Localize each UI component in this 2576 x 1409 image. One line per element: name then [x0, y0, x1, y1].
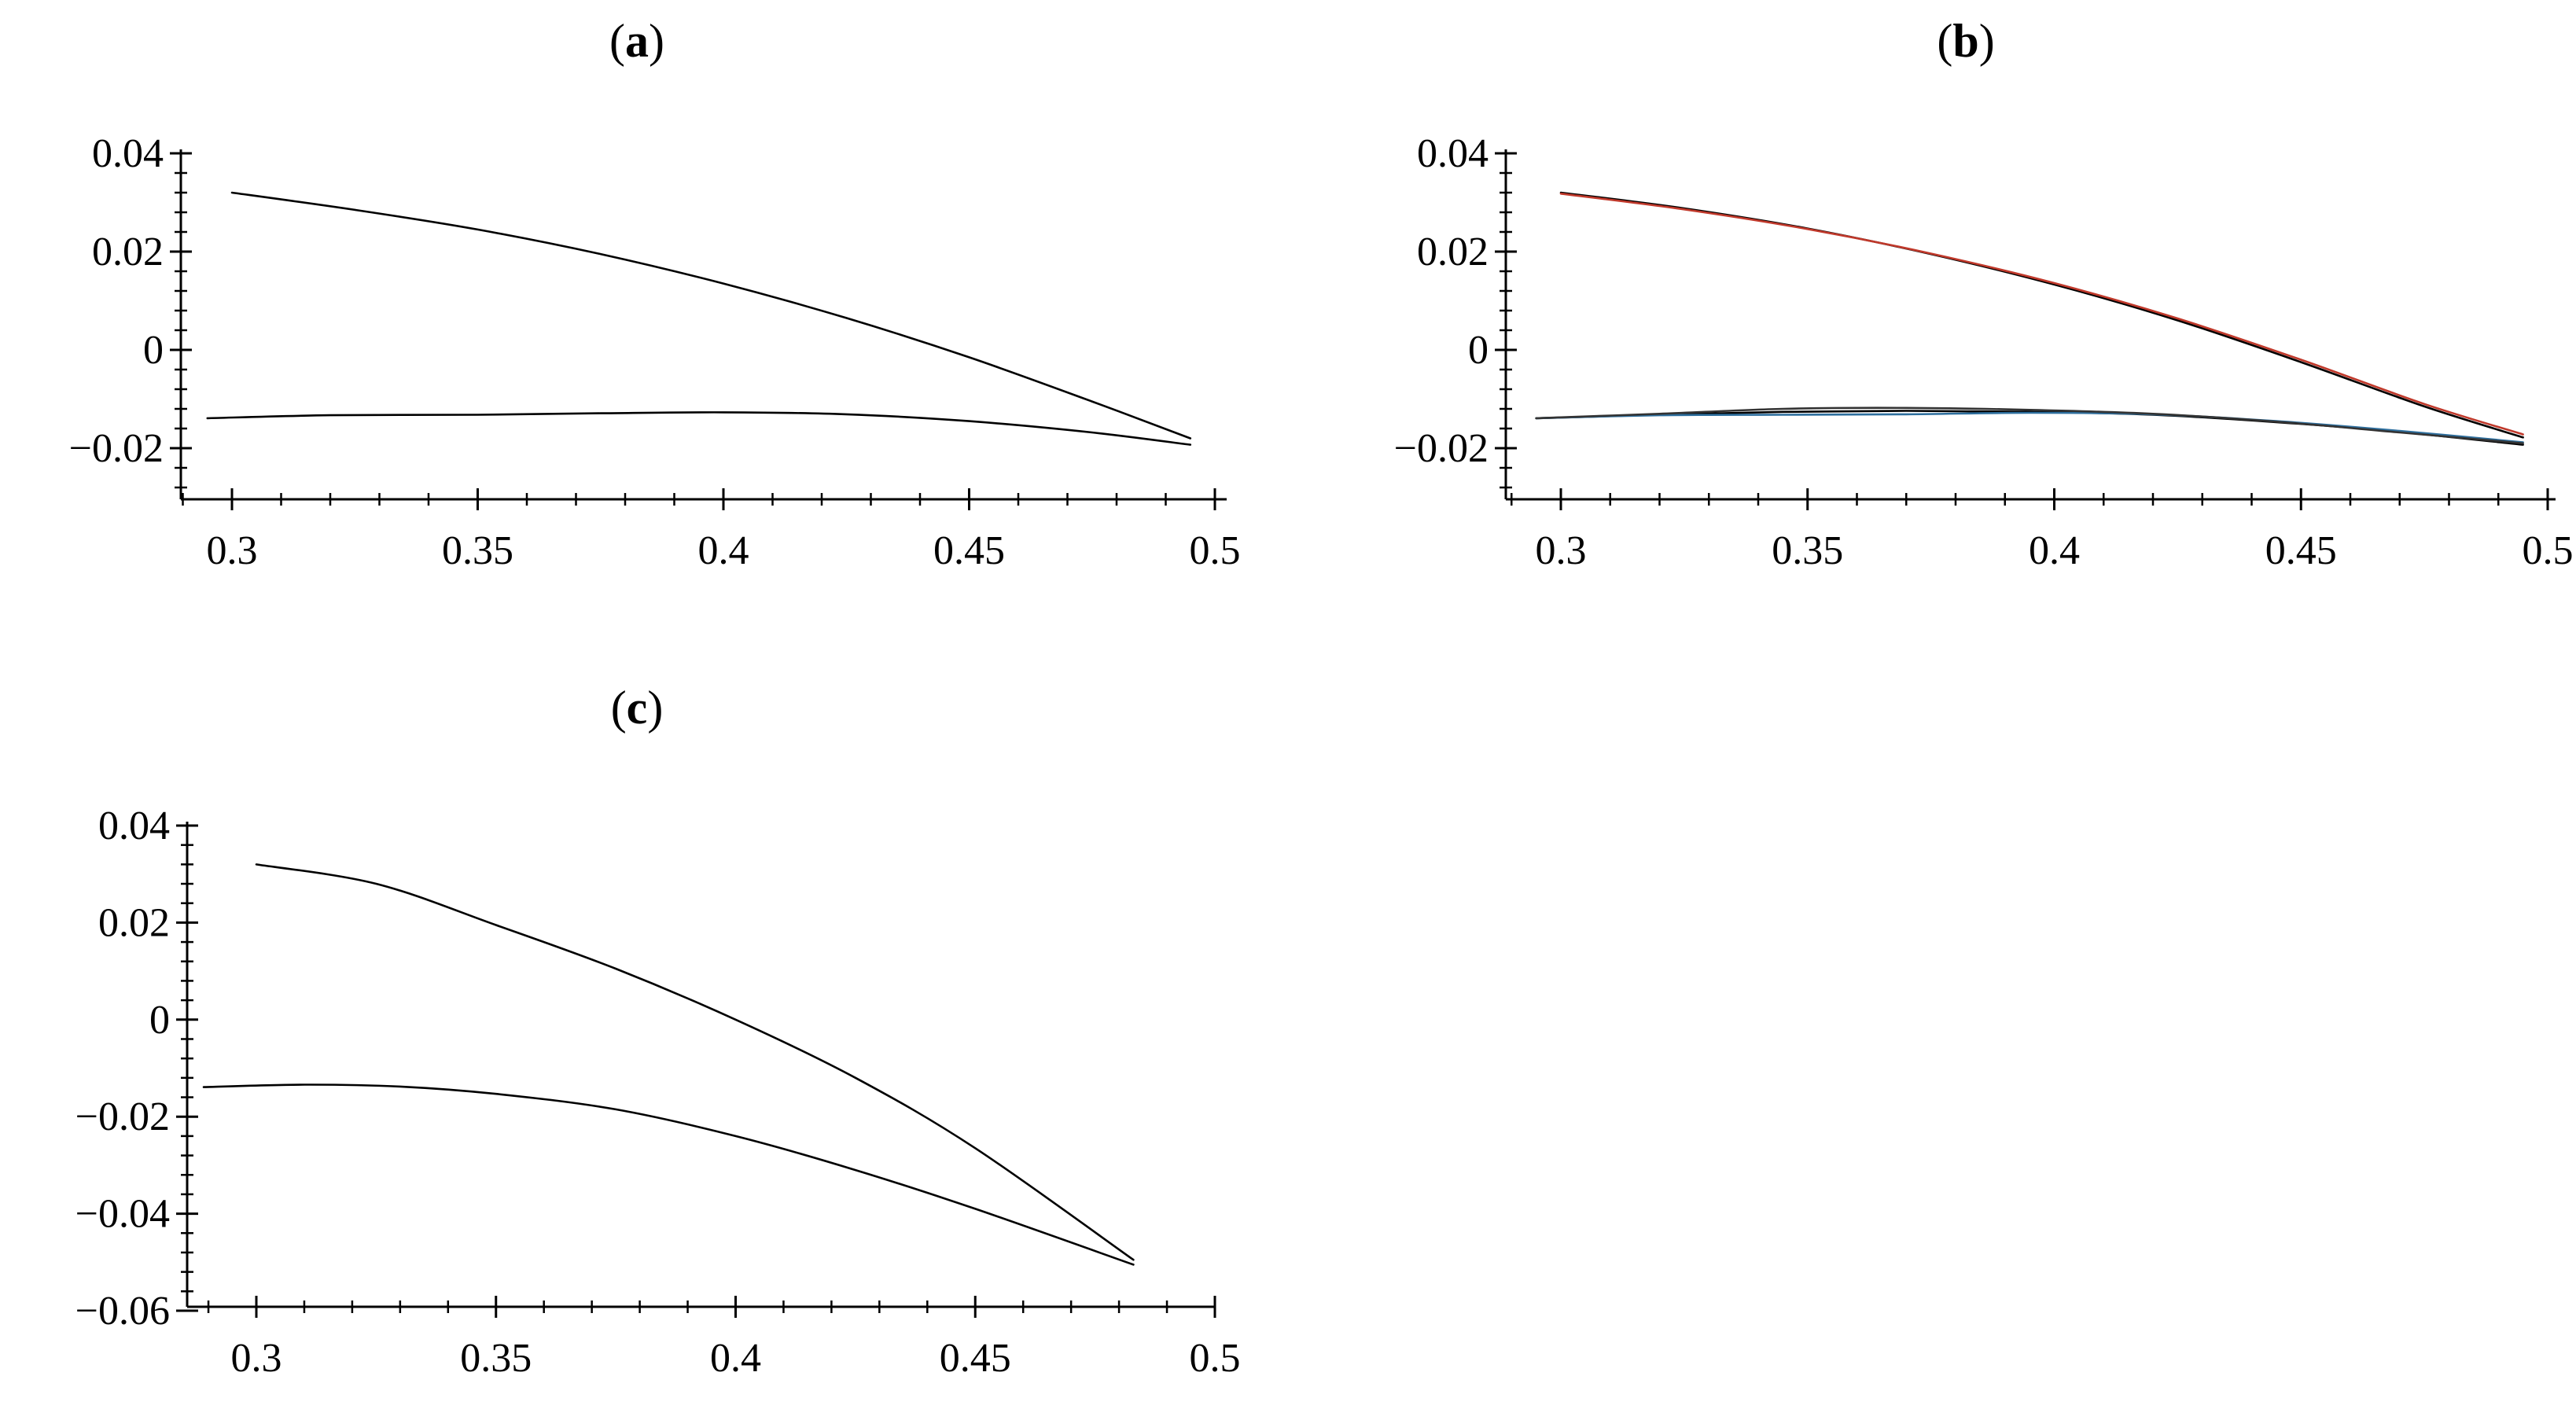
series-line-4 — [1535, 411, 2524, 443]
panel-label: (b) — [1937, 15, 1994, 67]
y-tick-label: 0.04 — [92, 131, 164, 176]
y-tick-label: 0 — [143, 328, 164, 373]
y-tick-label: −0.06 — [75, 1289, 170, 1334]
panel-b: (b) 0.04 0.02 0 −0.02 0.3 0.35 0.4 0.45 0.5 — [1394, 15, 2574, 573]
x-tick-label: 0.3 — [207, 528, 258, 573]
panel-label-close: ) — [649, 15, 664, 67]
series-line-2 — [1559, 193, 2524, 436]
x-tick-label: 0.3 — [1536, 528, 1587, 573]
x-tick-label: 0.4 — [698, 528, 749, 573]
y-tick-label: 0.02 — [98, 900, 170, 945]
x-tick-label: 0.4 — [710, 1336, 761, 1381]
panel-label-close: ) — [1979, 15, 1995, 67]
x-tick-label: 0.35 — [442, 528, 513, 573]
panel-label-letter: b — [1952, 15, 1978, 67]
x-tick-label: 0.35 — [1772, 528, 1843, 573]
x-tick-label: 0.4 — [2029, 528, 2080, 573]
series-line-5 — [1535, 407, 2524, 445]
series-line-2 — [206, 411, 1192, 446]
y-tick-label: −0.02 — [1394, 426, 1489, 471]
x-tick-label: 0.5 — [2523, 528, 2574, 573]
y-tick-label: −0.02 — [75, 1094, 170, 1139]
x-tick-label: 0.5 — [1190, 528, 1241, 573]
panel-a: (a) 0.04 0.02 0 −0.02 0.3 0.35 0.4 0.45 0.5 — [69, 15, 1241, 573]
y-tick-label: 0.04 — [1417, 131, 1489, 176]
panel-label-open: ( — [609, 15, 625, 67]
panel-label: (c) — [611, 682, 664, 734]
x-tick-label: 0.45 — [933, 528, 1005, 573]
panel-label: (a) — [609, 15, 664, 67]
y-tick-label: 0 — [1468, 328, 1489, 373]
panel-label-open: ( — [1937, 15, 1952, 67]
panel-label-letter: a — [625, 15, 649, 67]
y-tick-label: 0.04 — [98, 804, 170, 848]
x-tick-label: 0.5 — [1190, 1336, 1241, 1381]
panel-c: (c) 0.04 0.02 0 −0.02 −0.04 −0.06 0.3 0.35 0.4 0.4… — [75, 682, 1241, 1381]
y-tick-label: −0.02 — [69, 426, 164, 471]
x-tick-label: 0.45 — [2265, 528, 2337, 573]
y-tick-label: −0.04 — [75, 1192, 170, 1237]
series-line-2 — [202, 1083, 1135, 1266]
x-tick-label: 0.3 — [231, 1336, 282, 1381]
x-tick-label: 0.35 — [460, 1336, 532, 1381]
panel-label-letter: c — [627, 682, 648, 734]
panel-label-close: ) — [647, 682, 663, 734]
series-line-1 — [255, 863, 1135, 1261]
panel-label-open: ( — [611, 682, 627, 734]
y-tick-label: 0 — [149, 998, 170, 1043]
series-line-1 — [230, 191, 1192, 440]
y-tick-label: 0.02 — [92, 230, 164, 274]
x-tick-label: 0.45 — [940, 1336, 1011, 1381]
y-tick-label: 0.02 — [1417, 230, 1489, 274]
series-line-1 — [1559, 191, 2524, 439]
